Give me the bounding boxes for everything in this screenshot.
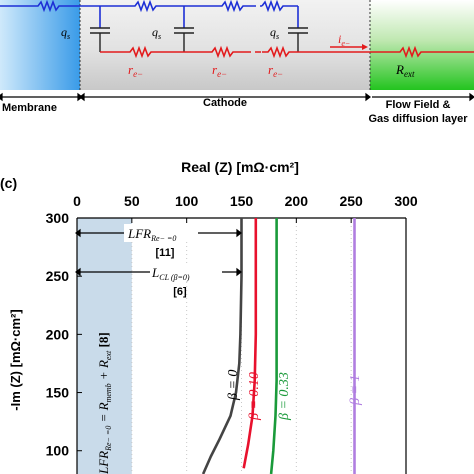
beta-label-010: β = 0.10 <box>247 372 262 421</box>
rotated-lfr-label: LFRRe− =0 = Rmemb + Rext [8] <box>96 332 113 474</box>
x-tick-label: 200 <box>285 193 309 209</box>
x-tick-label: 250 <box>339 193 363 209</box>
ionic-wire <box>0 0 299 28</box>
region-arrows <box>0 92 474 102</box>
flowfield-block <box>370 0 474 90</box>
r-ext-label: Rext <box>395 62 415 79</box>
lfr-label: LFRRe− =0 <box>127 226 176 243</box>
x-tick-label: 50 <box>124 193 140 209</box>
flowfield-label-2: Gas diffusion layer <box>368 113 468 125</box>
series-beta-0 <box>201 218 243 474</box>
shaded-region <box>77 218 132 474</box>
plot-area: 0 50 100 150 200 250 300 100 150 200 250 300 <box>46 193 418 474</box>
y-tick-label: 100 <box>46 443 70 459</box>
nyquist-panel: (c) Real (Z) [mΩ·cm²] -Im (Z) [mΩ·cm²] 0… <box>0 159 418 474</box>
y-tick-label: 250 <box>46 268 70 284</box>
circuit-diagram: qs qs qs re− re− re− ie− Rext Membrane C… <box>0 0 474 125</box>
x-axis-title: Real (Z) [mΩ·cm²] <box>181 159 299 175</box>
lcl-label: LCL (β=0) <box>151 265 190 282</box>
lfr-ref: [11] <box>156 247 175 259</box>
r-label-2: re− <box>212 62 227 79</box>
series-beta-033 <box>269 218 278 474</box>
q-label-1: qs <box>61 25 70 41</box>
r-label-3: re− <box>268 62 283 79</box>
annotations: LFRRe− =0 [11] LCL (β=0) [6] LFRRe− =0 =… <box>75 224 242 474</box>
beta-label-033: β = 0.33 <box>277 372 292 421</box>
lfr-label-bg <box>124 224 198 242</box>
beta-label-1: β = 1 <box>348 375 363 406</box>
membrane-block <box>0 0 80 90</box>
capacitors <box>90 27 308 52</box>
r-label-1: re− <box>128 62 143 79</box>
x-tick-label: 150 <box>230 193 254 209</box>
y-tick-label: 200 <box>46 326 70 342</box>
x-tick-label: 0 <box>73 193 81 209</box>
y-axis-title: -Im (Z) [mΩ·cm²] <box>8 309 23 410</box>
beta-label-0: β = 0 <box>226 370 241 401</box>
x-tick-label: 100 <box>175 193 199 209</box>
series-beta-010 <box>242 218 258 469</box>
q-label-3: qs <box>270 25 279 41</box>
cathode-label: Cathode <box>203 97 247 109</box>
flowfield-label-1: Flow Field & <box>386 99 451 111</box>
current-arrow <box>330 44 368 50</box>
electronic-wire <box>100 45 474 59</box>
x-tick-label: 300 <box>394 193 418 209</box>
panel-label: (c) <box>0 175 17 191</box>
q-label-2: qs <box>152 25 161 41</box>
lcl-label-bg <box>150 263 222 280</box>
y-tick-label: 300 <box>46 210 70 226</box>
cathode-block <box>80 0 370 90</box>
membrane-label: Membrane <box>2 102 57 114</box>
lcl-ref: [6] <box>173 286 187 298</box>
current-label: ie− <box>338 32 350 48</box>
y-tick-label: 150 <box>46 385 70 401</box>
